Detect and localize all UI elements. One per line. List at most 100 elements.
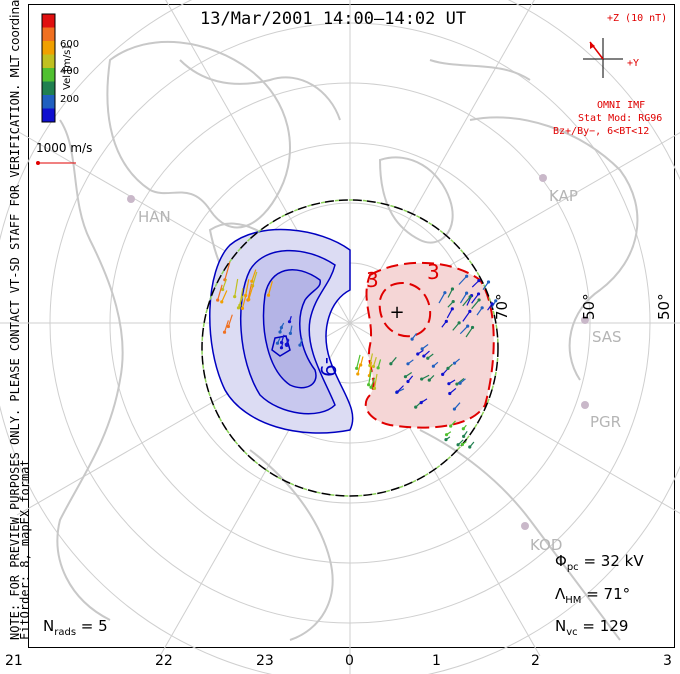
velocity-scale-tick-400: 400	[60, 66, 80, 77]
velocity-scale-swatch	[42, 27, 55, 41]
velocity-vector-origin	[389, 362, 393, 366]
velocity-scale-border	[41, 13, 56, 123]
velocity-vector-origin	[406, 362, 410, 366]
velocity-vector-origin	[449, 424, 453, 428]
velocity-vector	[248, 284, 254, 300]
velocity-vector-origin	[226, 324, 230, 329]
velocity-vector-origin	[233, 295, 237, 299]
velocity-vector	[222, 278, 228, 290]
positive-cell-inner	[378, 282, 432, 338]
velocity-vector-origin	[355, 366, 359, 370]
velocity-vector-origin	[279, 346, 284, 350]
velocity-vector-origin	[275, 341, 280, 345]
velocity-vector	[438, 292, 446, 304]
velocity-vector-origin	[288, 331, 293, 335]
site-marker-pgr	[581, 401, 589, 409]
velocity-vector-origin	[468, 309, 472, 313]
velocity-vector-origin	[443, 291, 447, 295]
imf-condition: Bz+/By−, 6<BT<12	[553, 126, 650, 137]
velocity-vector-origin	[446, 366, 450, 370]
hour-label-0: 0	[345, 653, 354, 669]
velocity-scale-tick-600: 600	[60, 39, 80, 50]
velocity-vector-origin	[462, 434, 466, 438]
velocity-vector-origin	[465, 291, 469, 295]
site-label-han: HAN	[138, 208, 171, 226]
hour-label-1: 1	[432, 653, 441, 669]
velocity-vector	[252, 271, 258, 287]
velocity-vectors	[216, 261, 498, 449]
radar-sites	[127, 174, 589, 530]
velocity-vector-origin	[450, 307, 454, 311]
site-label-kap: KAP	[549, 187, 578, 205]
stat-lambda-hm: ΛHM = 71°	[555, 585, 631, 606]
stat-n-vc: Nvc = 129	[555, 617, 629, 638]
velocity-vector-origin	[476, 292, 481, 296]
velocity-vector-origin	[371, 364, 376, 369]
stat-n-vc-value: 129	[599, 617, 629, 635]
velocity-vector-origin	[422, 354, 426, 358]
reference-vector-label: 1000 m/s	[36, 141, 93, 155]
velocity-vector-origin	[457, 321, 461, 325]
velocity-vector	[251, 269, 257, 282]
imf-source: OMNI IMF	[597, 100, 646, 111]
latitude-label-50-inner: 50°	[580, 293, 598, 320]
coords-label: MLT coordinates	[8, 0, 22, 78]
negative-cell-core	[271, 335, 291, 357]
velocity-vector-origin	[444, 319, 448, 323]
velocity-vector-origin	[486, 280, 491, 284]
velocity-vector-origin	[451, 299, 455, 304]
velocity-vector-origin	[278, 330, 282, 334]
velocity-vector	[373, 373, 378, 389]
velocity-vector-origin	[426, 356, 430, 360]
velocity-vector-origin	[460, 442, 465, 447]
velocity-vector-origin	[458, 381, 462, 385]
velocity-vector-origin	[367, 383, 371, 387]
velocity-vector	[227, 314, 233, 327]
velocity-vector	[370, 377, 376, 388]
velocity-vector-origin	[416, 352, 420, 356]
site-marker-kod	[521, 522, 529, 530]
positive-cell: +	[364, 261, 495, 429]
page-title: 13/Mar/2001 14:00–14:02 UT	[200, 9, 467, 29]
velocity-vector-origin	[452, 407, 457, 411]
stat-lambda-hm-value: 71°	[603, 585, 631, 603]
velocity-vector-origin	[222, 330, 227, 334]
velocity-vector-origin	[420, 377, 424, 381]
site-marker-han	[127, 195, 135, 203]
velocity-vector	[234, 278, 239, 297]
velocity-vector-origin	[452, 361, 457, 365]
hour-label-21: 21	[5, 653, 23, 669]
velocity-vector-origin	[466, 324, 470, 328]
velocity-vector-origin	[456, 443, 460, 447]
velocity-vector	[223, 320, 229, 333]
imf-model: Stat Mod: RG96	[578, 113, 663, 124]
stat-phi-pc: Φpc = 32 kV	[555, 552, 644, 573]
velocity-vector-origin	[477, 279, 481, 283]
velocity-vector-origin	[250, 279, 254, 283]
velocity-scale-swatch	[42, 95, 55, 109]
velocity-vector-origin	[236, 306, 241, 310]
velocity-vector-origin	[480, 306, 484, 310]
velocity-vector	[221, 290, 228, 303]
velocity-vector-origin	[468, 445, 472, 449]
velocity-scale-swatch	[42, 41, 55, 55]
imf-z-label: +Z (10 nT)	[607, 13, 668, 24]
velocity-vector	[459, 292, 468, 304]
velocity-scale-swatch	[42, 108, 55, 122]
velocity-vector	[372, 357, 377, 367]
site-label-pgr: PGR	[590, 413, 622, 431]
velocity-vector	[247, 283, 253, 301]
velocity-vector-origin	[420, 347, 424, 351]
velocity-vector-origin	[444, 438, 448, 442]
velocity-vector-origin	[372, 386, 377, 390]
velocity-vector	[369, 353, 374, 366]
velocity-vector	[459, 325, 469, 335]
velocity-vector	[471, 293, 480, 304]
contour-label-positive-1: 3	[366, 268, 379, 292]
velocity-vector	[356, 354, 361, 369]
velocity-vector-origin	[414, 405, 418, 409]
velocity-vector-origin	[419, 401, 423, 405]
latitude-label-50-outer: 50°	[655, 293, 673, 320]
velocity-vector	[465, 327, 474, 338]
